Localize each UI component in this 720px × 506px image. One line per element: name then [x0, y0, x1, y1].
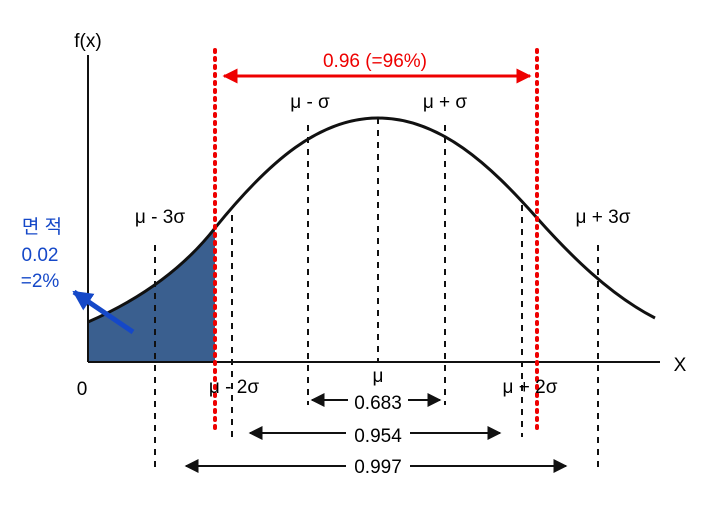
marker-label: μ + σ [423, 92, 468, 113]
shaded-area [88, 228, 215, 362]
interval-label: 0.954 [354, 426, 402, 447]
marker-label: μ - 2σ [209, 377, 259, 398]
area-note: 0.02 [22, 245, 59, 266]
marker-label: μ - σ [290, 92, 330, 113]
marker-label: μ + 2σ [503, 377, 558, 398]
y-label: f(x) [74, 31, 101, 52]
x-label: X [674, 355, 687, 376]
marker-label: μ + 3σ [576, 207, 631, 228]
origin-label: 0 [77, 379, 88, 400]
marker-label: μ [373, 366, 384, 387]
area-note: =2% [21, 271, 60, 292]
dashed-lines [154, 118, 599, 472]
note-arrow [72, 289, 135, 335]
interval-label: 0.997 [354, 457, 402, 478]
area-note: 면 적 [22, 216, 62, 238]
interval-label: 0.683 [354, 393, 402, 414]
marker-label: μ - 3σ [135, 207, 185, 228]
highlight-label: 0.96 (=96%) [323, 51, 427, 72]
